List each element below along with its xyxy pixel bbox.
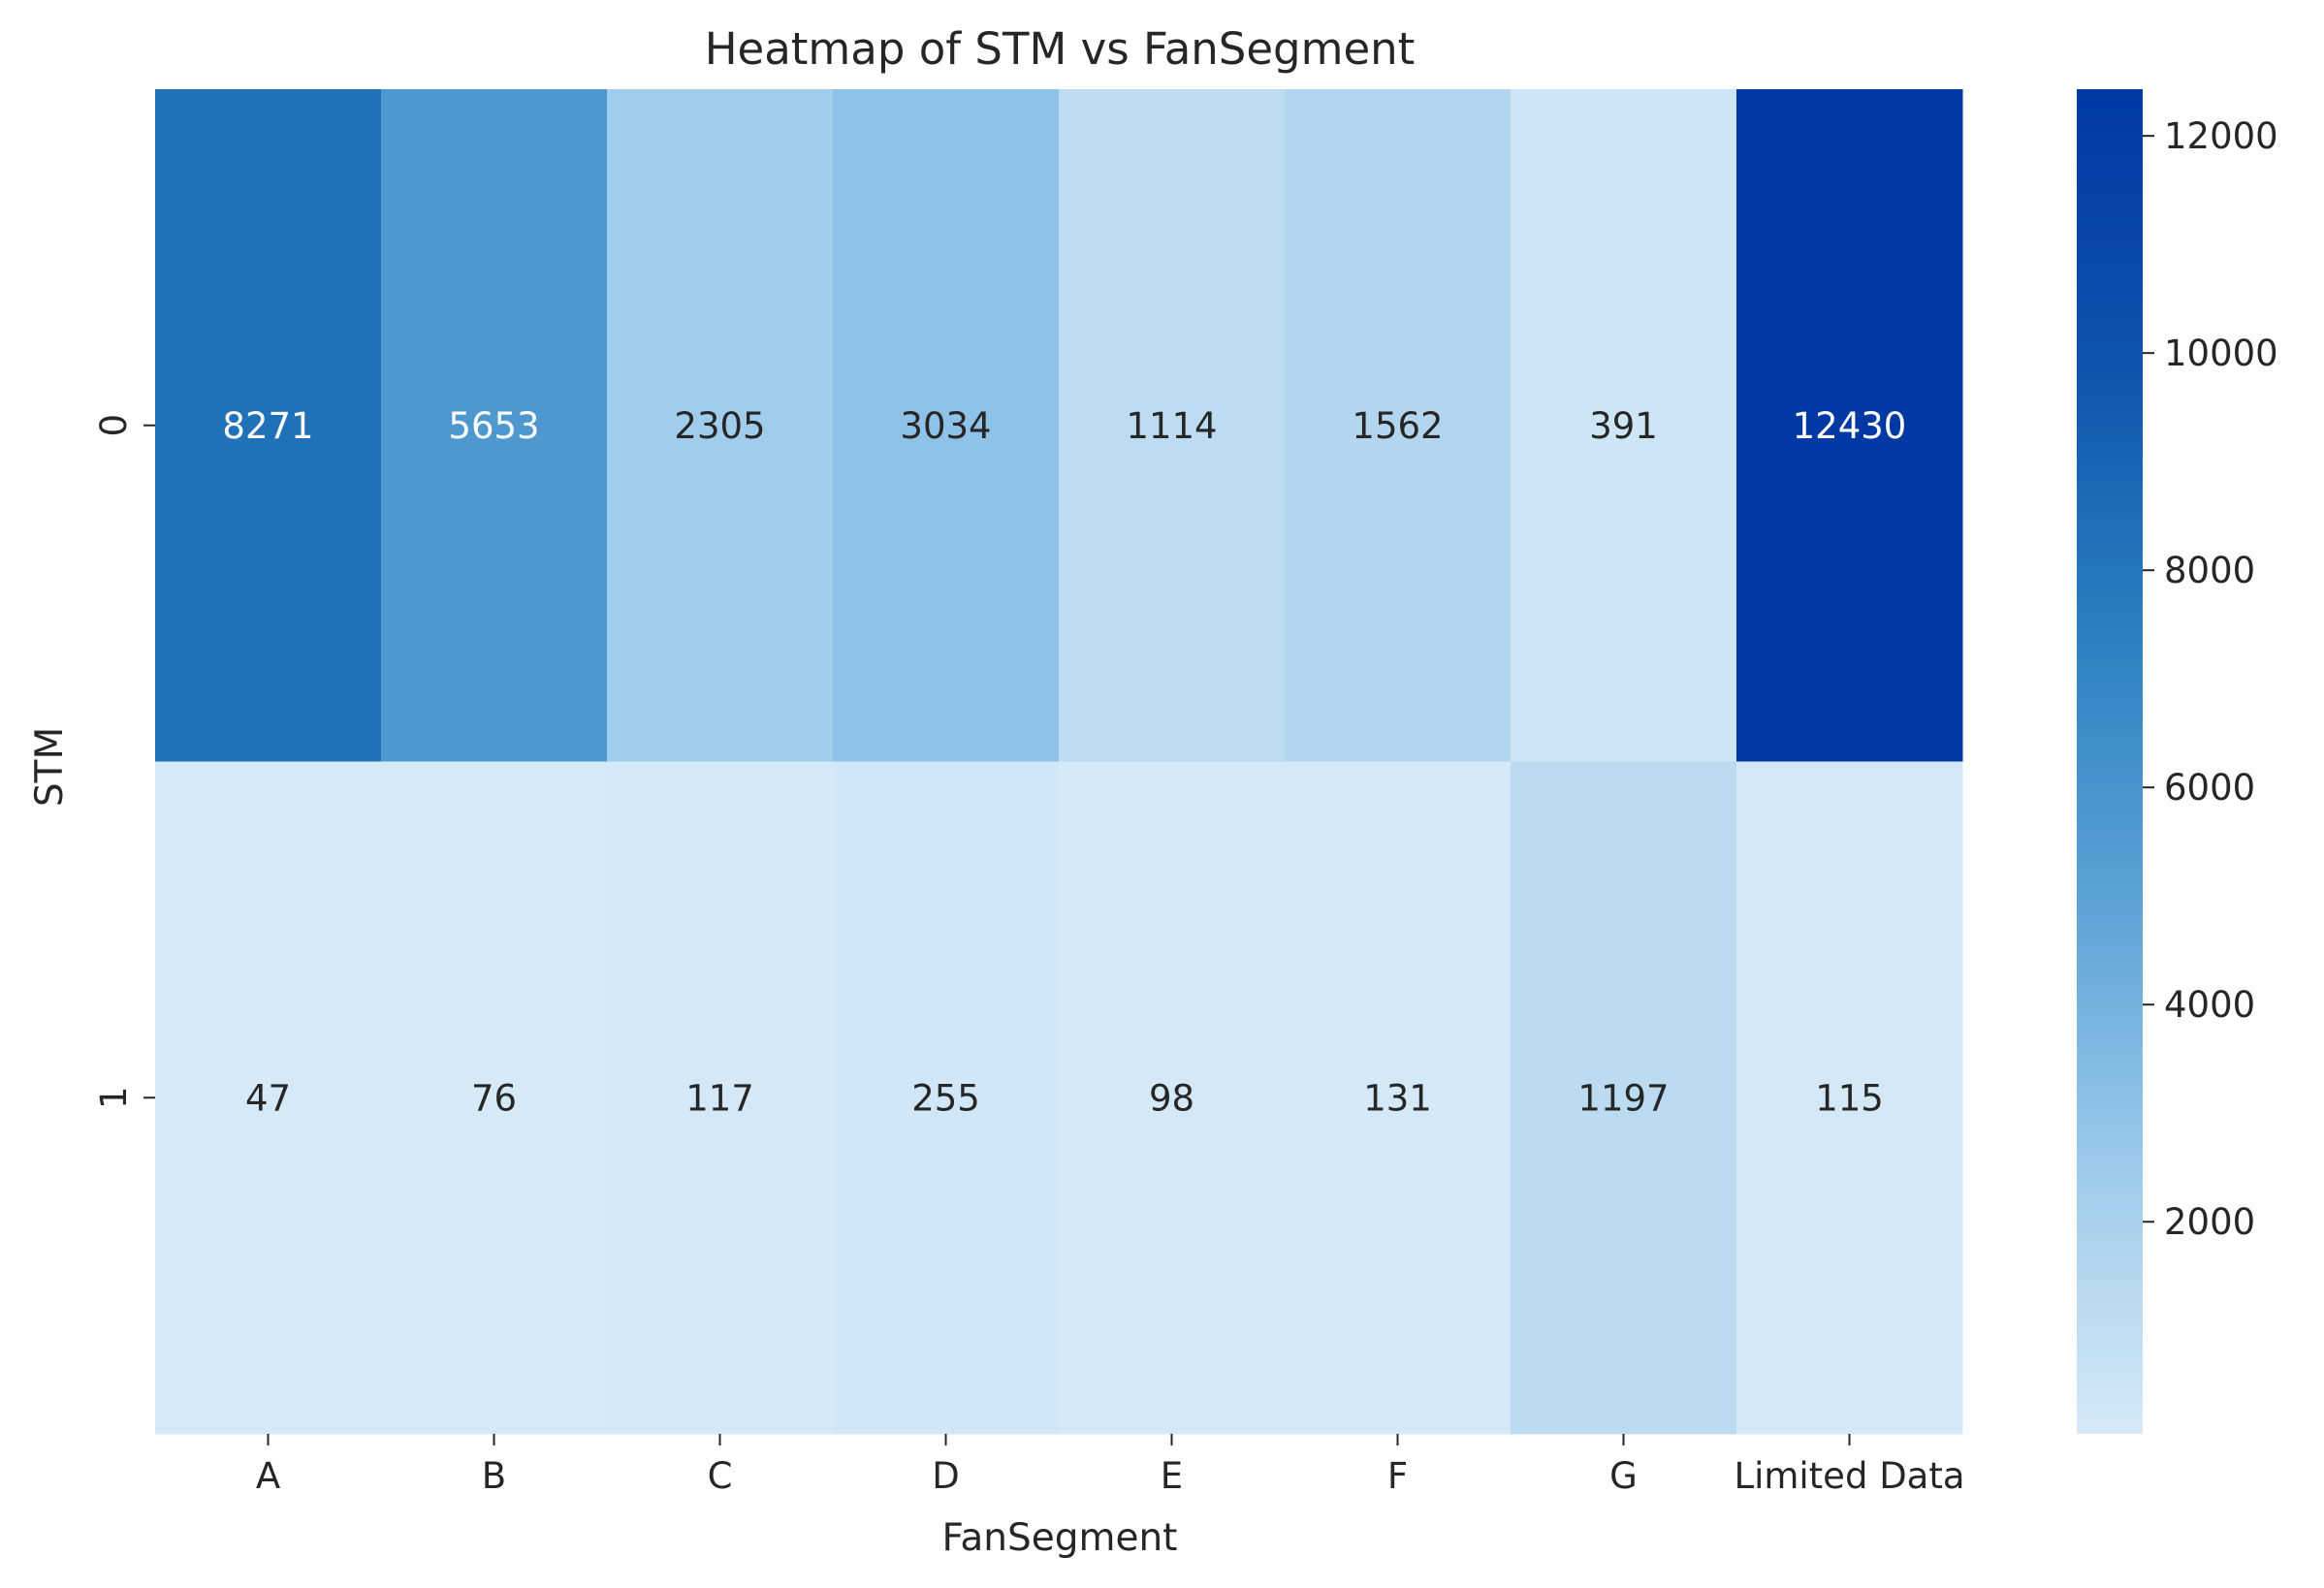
cell-value-label: 1114 <box>1126 405 1217 447</box>
cell-value-label: 3034 <box>900 405 991 447</box>
heatmap-cell <box>1285 761 1512 1435</box>
x-tick-label: A <box>256 1455 280 1497</box>
cell-value-label: 8271 <box>222 405 313 447</box>
heatmap-cell <box>381 89 608 762</box>
cell-value-label: 98 <box>1149 1077 1194 1119</box>
colorbar-tick-label: 4000 <box>2164 984 2255 1026</box>
colorbar <box>2077 89 2143 1434</box>
x-tick-label: C <box>708 1455 733 1497</box>
heatmap-cell <box>1059 89 1286 762</box>
y-tick-label: 1 <box>93 1086 135 1109</box>
heatmap-cell <box>1736 89 1963 762</box>
cell-value-label: 47 <box>245 1077 291 1119</box>
colorbar-ticks: 2000 4000 6000 8000 10000 12000 <box>2143 115 2278 1243</box>
colorbar-tick-label: 10000 <box>2164 333 2278 374</box>
cell-value-label: 115 <box>1815 1077 1884 1119</box>
cell-value-label: 131 <box>1363 1077 1432 1119</box>
x-tick-label: F <box>1387 1455 1408 1497</box>
heatmap-cell <box>1736 761 1963 1435</box>
colorbar-tick-label: 6000 <box>2164 767 2255 809</box>
heatmap-cell <box>1511 761 1737 1435</box>
colorbar-tick-label: 8000 <box>2164 550 2255 591</box>
cell-value-label: 391 <box>1589 405 1658 447</box>
x-axis-label: FanSegment <box>942 1516 1178 1560</box>
x-tick-label: D <box>932 1455 960 1497</box>
x-tick-label: G <box>1609 1455 1638 1497</box>
heatmap-cell <box>607 89 834 762</box>
colorbar-tick-label: 2000 <box>2164 1201 2255 1243</box>
heatmap-cell <box>833 89 1060 762</box>
cell-value-label: 1197 <box>1577 1077 1669 1119</box>
y-axis-label: STM <box>28 727 72 807</box>
heatmap-cell <box>155 761 382 1435</box>
x-tick-label: Limited Data <box>1734 1455 1964 1497</box>
cell-value-label: 1562 <box>1352 405 1443 447</box>
cell-value-label: 255 <box>911 1077 980 1119</box>
chart-title: Heatmap of STM vs FanSegment <box>705 23 1416 75</box>
cell-value-label: 12430 <box>1793 405 1907 447</box>
heatmap-cell <box>155 89 382 762</box>
heatmap-cell <box>1285 89 1512 762</box>
y-axis-ticks: 01 <box>93 414 155 1109</box>
cell-value-label: 2305 <box>674 405 765 447</box>
colorbar-tick-label: 12000 <box>2164 115 2278 157</box>
heatmap-cells: 8271 5653 2305 3034 1114 1562 391 12430 47 76 117 2… <box>155 89 1963 1435</box>
x-tick-label: B <box>482 1455 506 1497</box>
x-tick-label: E <box>1161 1455 1183 1497</box>
heatmap-cell <box>607 761 834 1435</box>
cell-value-label: 117 <box>685 1077 754 1119</box>
heatmap-cell <box>833 761 1060 1435</box>
heatmap-cell <box>1511 89 1737 762</box>
x-axis-ticks: A B C D E F G Limited Data <box>256 1434 1965 1497</box>
cell-value-label: 76 <box>471 1077 517 1119</box>
heatmap-cell <box>1059 761 1286 1435</box>
y-tick-label: 0 <box>93 414 135 437</box>
cell-value-label: 5653 <box>448 405 539 447</box>
heatmap-cell <box>381 761 608 1435</box>
